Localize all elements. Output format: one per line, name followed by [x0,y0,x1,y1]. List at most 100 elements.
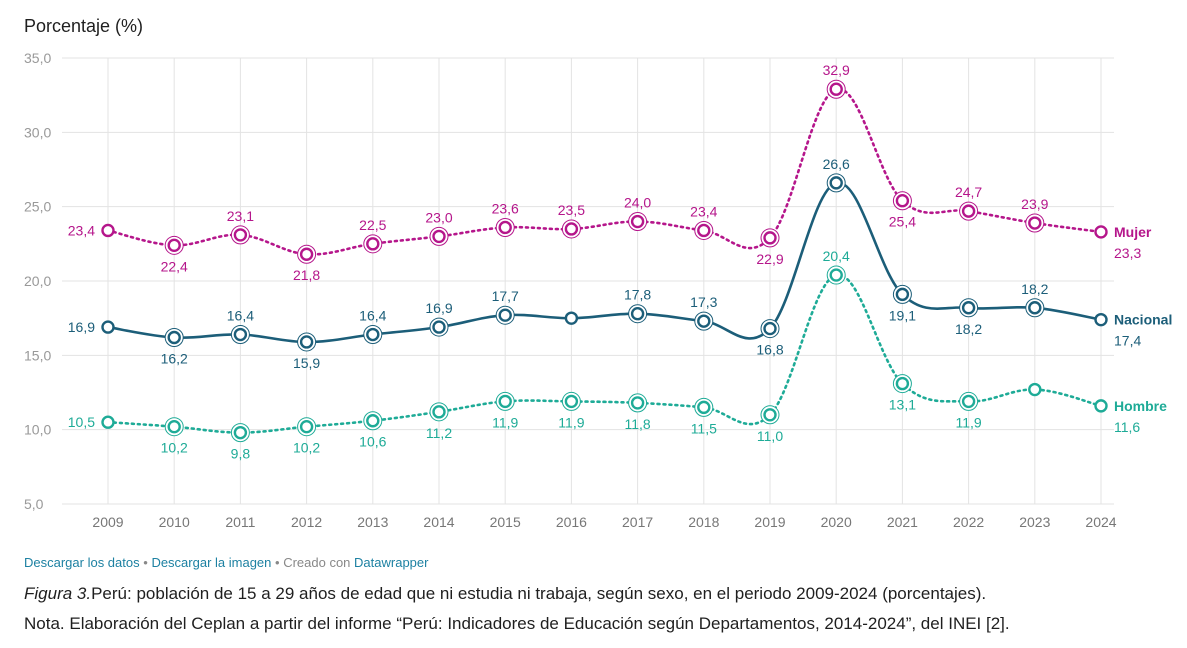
figure-text: Perú: población de 15 a 29 años de edad … [91,584,987,603]
y-tick-label: 35,0 [24,50,51,66]
data-point [233,228,248,242]
data-point [101,415,115,429]
data-point [961,204,976,218]
data-point [895,287,910,302]
data-point [763,408,777,422]
data-label: 23,3 [1114,245,1141,261]
data-point [1094,225,1108,239]
series-line-hombre [106,273,1103,434]
data-label: 13,1 [889,397,916,413]
footer-separator: • [143,555,148,570]
data-point [366,237,380,251]
data-label: 10,2 [293,440,320,456]
x-tick-label: 2009 [92,514,123,530]
data-label: 23,5 [558,202,585,218]
data-point [101,320,115,334]
data-point [630,214,645,229]
series-line-mujer [106,87,1103,256]
x-tick-label: 2024 [1085,514,1116,530]
data-label: 24,7 [955,184,982,200]
data-label: 11,9 [492,414,518,430]
y-tick-label: 20,0 [24,273,51,289]
data-point [829,82,843,96]
y-tick-label: 5,0 [24,496,44,512]
data-label: 10,2 [161,440,188,456]
data-point [630,396,645,410]
data-point [1094,399,1108,413]
data-point [630,307,645,321]
data-point [233,425,248,440]
data-point [961,301,976,315]
x-tick-label: 2022 [953,514,984,530]
data-label: 24,0 [624,195,651,211]
footer-separator: • [275,555,280,570]
data-label: 18,2 [1021,281,1048,297]
data-label: 11,9 [955,414,981,430]
data-label: 17,7 [492,288,519,304]
data-label: 26,6 [823,156,850,172]
x-tick-label: 2014 [423,514,454,530]
y-tick-label: 10,0 [24,422,51,438]
data-point [1028,382,1042,397]
legend-label-mujer: Mujer [1114,224,1152,240]
data-point [895,376,910,391]
data-point [233,327,248,342]
data-point [299,419,314,434]
legend-label-nacional: Nacional [1114,312,1172,328]
x-tick-label: 2018 [688,514,719,530]
data-point [697,223,711,238]
data-point [498,308,512,322]
data-point [829,176,843,190]
data-label: 17,3 [690,294,717,310]
data-label: 11,5 [691,420,717,436]
data-label: 10,6 [359,434,386,450]
x-tick-label: 2017 [622,514,653,530]
data-point [167,238,181,253]
data-label: 9,8 [231,446,251,462]
data-point [961,394,976,409]
legend-label-hombre: Hombre [1114,398,1167,414]
data-point [498,220,512,235]
data-point [167,419,181,434]
x-tick-label: 2016 [556,514,587,530]
data-label: 25,4 [889,214,916,230]
line-chart: 35,0 30,0 25,0 20,0 15,0 10,0 5,0 2009 2010 2011 2… [24,50,1172,530]
download-data-link[interactable]: Descargar los datos [24,555,140,570]
data-label: 16,2 [161,350,188,366]
data-point [564,394,579,409]
y-tick-label: 15,0 [24,347,51,363]
data-label: 11,0 [757,428,783,444]
data-label: 22,9 [756,251,783,267]
data-label: 11,2 [426,425,452,441]
data-label: 11,6 [1114,419,1140,435]
datawrapper-link[interactable]: Datawrapper [354,555,429,570]
data-label: 23,4 [690,203,717,219]
x-tick-label: 2010 [159,514,190,530]
data-label: 22,4 [161,258,188,274]
y-axis-title: Porcentaje (%) [24,16,144,36]
footer-links: Descargar los datos • Descargar la image… [24,555,428,570]
data-point [432,320,446,334]
data-point [1028,216,1042,230]
data-label: 20,4 [823,248,850,264]
data-label: 17,4 [1114,333,1141,349]
data-point [564,311,579,325]
download-image-link[interactable]: Descargar la imagen [151,555,272,570]
data-label: 21,8 [293,267,320,283]
data-point [299,247,314,261]
data-point [498,394,512,409]
data-label: 11,9 [558,414,584,430]
figure-label: Figura 3. [24,584,92,603]
data-label: 16,9 [425,300,452,316]
data-label: 19,1 [889,307,916,323]
figure-caption: Figura 3.Perú: población de 15 a 29 años… [24,584,986,604]
x-tick-label: 2019 [754,514,785,530]
data-label: 18,2 [955,321,982,337]
data-label: 23,9 [1021,196,1048,212]
data-label: 15,9 [293,355,320,371]
data-label: 16,4 [227,308,254,324]
x-tick-label: 2020 [821,514,852,530]
data-point [763,231,777,245]
x-tick-label: 2011 [225,514,255,530]
data-label: 16,4 [359,308,386,324]
